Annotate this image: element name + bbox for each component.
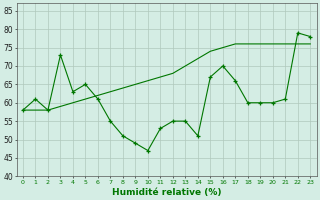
X-axis label: Humidité relative (%): Humidité relative (%) xyxy=(112,188,221,197)
